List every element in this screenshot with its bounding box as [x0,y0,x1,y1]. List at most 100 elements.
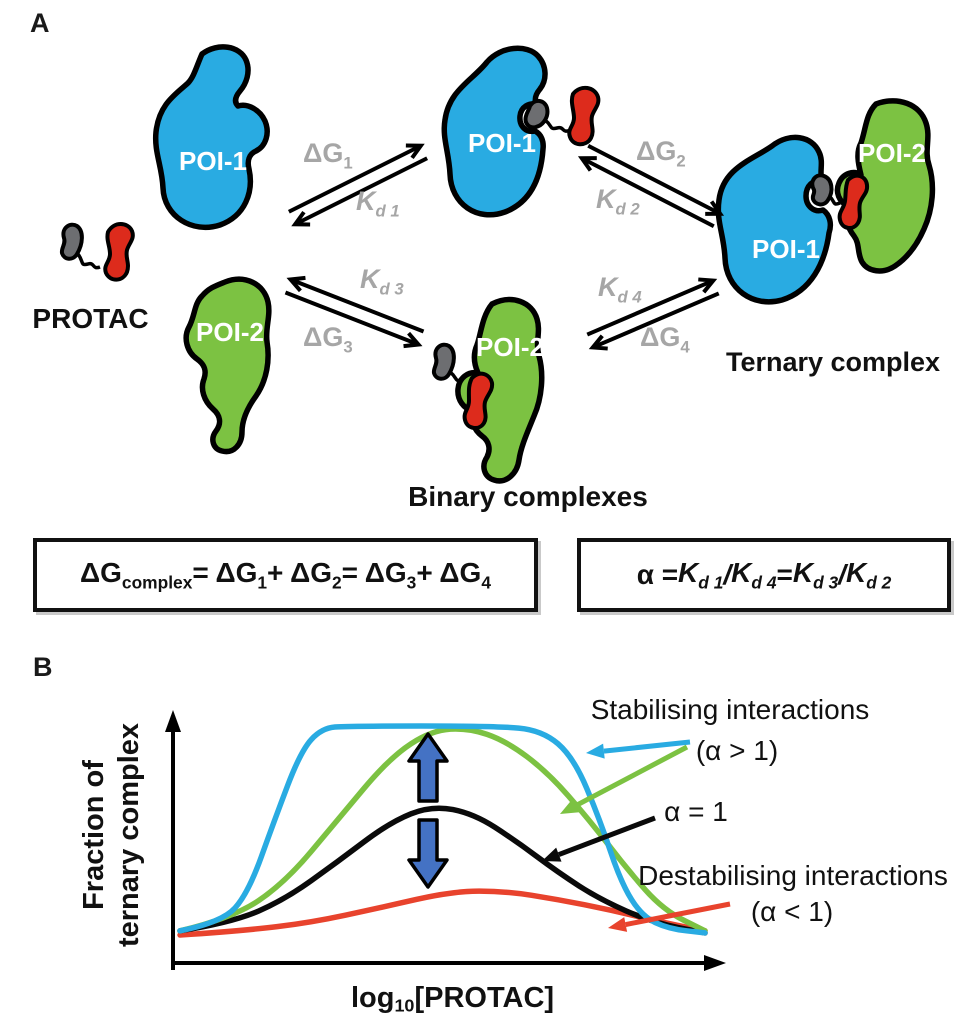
binary2-blob [431,296,545,484]
eq-arrow-dg2-kd2 [577,143,725,229]
protac-linker [76,252,101,270]
panel-b-label: B [33,652,53,682]
alpha-eq-seg5: Kd 3 [792,556,839,593]
kd2-sub: d 2 [615,199,640,219]
panel-a-label: A [30,8,50,38]
x-axis-label-base: log [350,982,395,1014]
curve-destabilising-interactions-1 [177,888,708,938]
dg1-base: ΔG [303,138,344,168]
alpha-eq-seg4: = [776,559,793,590]
kd3-label: Kd 3 [360,264,404,299]
kd4-sub: d 4 [617,287,642,307]
y-axis-arrowhead [165,710,181,732]
dg4-label: ΔG4 [640,322,690,357]
poi2-free-label: POI-2 [196,317,264,347]
ternary-poi2-shape [834,98,936,274]
eq-arrow-kd4-dg4 [586,277,720,351]
dg3-base: ΔG [303,322,344,352]
pointer-arrow-black-head [542,847,562,862]
binary-complexes-label: Binary complexes [408,481,648,512]
stabilising-alpha-label: (α > 1) [695,735,779,766]
poi1-free-shape [152,44,270,231]
binary1-blob [441,45,601,218]
dg-eq-seg4: + ΔG4 [416,556,491,593]
y-axis-label-line1: Fraction of [78,760,110,910]
protac-red-ligand [103,222,135,282]
dg1-label: ΔG1 [303,138,353,173]
ternary-poi2-label: POI-2 [858,138,926,168]
binary1-linker [543,118,572,133]
dg2-base: ΔG [636,136,677,166]
eq-arrow-kd3-dg3 [284,275,425,349]
kd1-sub: d 1 [375,201,400,221]
pointer-arrow-red-head [608,917,628,932]
ternary-poi1-shape [715,134,834,305]
dg-eq-seg0: ΔGcomplex [80,556,193,593]
curve-1 [177,805,708,936]
pointer-arrow-blue-head [586,743,605,759]
block-arrow-up [407,732,449,803]
annotation-arrows [542,739,731,932]
alpha-eq-seg7: Kd 2 [845,556,892,593]
binary1-label: POI-1 [468,128,536,158]
plot-area [165,710,731,971]
stabilising-label: Stabilising interactions [590,694,870,725]
kd2-label: Kd 2 [596,184,640,219]
alpha-eq-seg6: / [838,559,846,590]
block-arrow-down [407,818,449,889]
poi2-free-blob [183,276,272,455]
kd4-base: K [598,272,618,302]
kd3-base: K [360,264,380,294]
binary2-gray-ligand [431,342,456,381]
dg-eq-seg2: + ΔG2 [267,556,342,593]
protac-free [59,222,135,282]
plot-curves [177,723,708,938]
binary2-red-ligand [462,371,495,430]
ternary-red-ligand [837,173,870,230]
ternary-poi1-label: POI-1 [752,234,820,264]
kd3-sub: d 3 [379,279,404,299]
protac-gray-ligand [59,222,84,261]
eq-arrow-dg1-kd1 [287,143,429,227]
x-axis-label-rest: [PROTAC] [414,982,555,1014]
alpha-eq-seg0: α = [636,559,679,590]
poi2-free-shape [183,276,272,455]
y-axis-label: Fraction of ternary complex [77,675,147,995]
y-axis-label-line2: ternary complex [113,722,145,948]
pointer-arrow-black [557,815,656,857]
dg3-label: ΔG3 [303,322,353,357]
curve-stabilising-interactions-1-strong [177,723,708,936]
destabilising-alpha-label: (α < 1) [750,896,834,927]
dg-eq-seg3: = ΔG3 [341,556,417,593]
pointer-arrow-red [625,901,731,927]
ternary-complex-label: Ternary complex [725,347,941,377]
dg2-sub: 2 [676,151,686,171]
delta-g-equation-box: ΔGcomplex = ΔG1 + ΔG2 = ΔG3 + ΔG4 [33,538,538,612]
alpha-equation-box: α = Kd 1 / Kd 4 = Kd 3 / Kd 2 [577,538,951,612]
dg3-sub: 3 [343,337,353,357]
x-axis-label-sub: 10 [394,995,415,1016]
x-axis-arrowhead [704,955,726,971]
poi1-free-blob [152,44,270,231]
dg4-sub: 4 [680,337,690,357]
dg2-label: ΔG2 [636,136,686,171]
ternary-complex [715,98,936,305]
ternary-gray-ligand [810,173,834,207]
alpha-eq-seg2: / [723,559,732,590]
dg1-sub: 1 [343,153,353,173]
alpha-eq-seg1: Kd 1 [678,556,724,593]
pointer-arrow-green [574,744,689,808]
binary1-red-ligand [567,85,601,147]
pointer-arrow-green-head [560,798,580,814]
dg4-base: ΔG [640,322,681,352]
kd1-label: Kd 1 [356,186,400,221]
alpha-eq-seg3: Kd 4 [731,556,777,593]
kd1-base: K [356,186,376,216]
alpha-equals-one-label: α = 1 [664,796,728,827]
poi1-free-label: POI-1 [179,146,247,176]
x-axis-label: log10[PROTAC] [330,982,575,1016]
kd4-label: Kd 4 [598,272,642,307]
binary2-label: POI-2 [476,332,544,362]
pointer-arrow-blue [603,739,691,754]
destabilising-label: Destabilising interactions [638,860,948,891]
